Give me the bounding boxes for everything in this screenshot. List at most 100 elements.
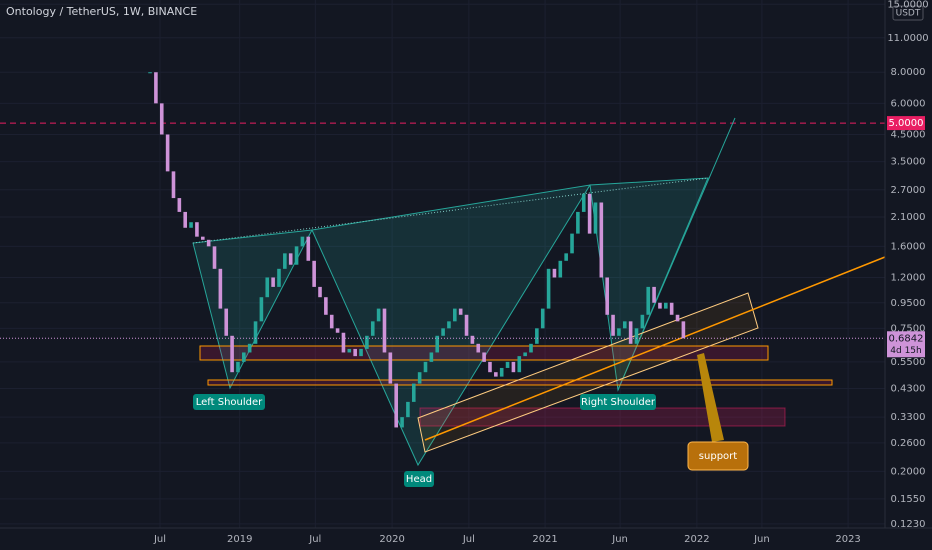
x-tick-label: Jun (753, 534, 770, 545)
currency: USDT (896, 9, 921, 19)
candle (347, 348, 352, 353)
y-tick-label: 0.1550 (891, 494, 926, 505)
candle (288, 253, 293, 265)
label-box (193, 394, 265, 410)
candle (382, 308, 387, 353)
candle (587, 193, 592, 234)
candle (447, 321, 451, 329)
candle (365, 335, 369, 349)
candle (529, 343, 533, 353)
y-tick-label: 0.4300 (891, 384, 926, 395)
candle (640, 314, 645, 329)
chart-title: Ontology / TetherUS, 1W, BINANCE (6, 5, 197, 18)
candle (224, 308, 229, 336)
candle (423, 361, 428, 373)
candle (200, 236, 205, 240)
y-tick-label: 0.7500 (891, 323, 926, 334)
callout-arrow (697, 353, 724, 442)
x-tick-label: Jul (308, 534, 321, 545)
candle (535, 328, 539, 344)
candle (517, 356, 522, 373)
pattern-left (192, 229, 313, 390)
x-tick-label: 2019 (227, 534, 252, 545)
price-axis (885, 0, 932, 550)
annotation: Left Shoulder (196, 397, 263, 408)
candle (435, 335, 440, 353)
candle (406, 401, 410, 418)
candle (242, 352, 246, 362)
zone (207, 379, 833, 386)
candle (441, 328, 445, 336)
candle (236, 361, 240, 373)
candle (324, 297, 328, 315)
pattern-right (589, 177, 709, 392)
candle (617, 328, 621, 336)
x-tick-label: 2020 (379, 534, 404, 545)
y-tick-label: 0.2600 (891, 438, 926, 449)
candle (494, 372, 498, 377)
candle (453, 308, 457, 322)
candle (417, 372, 422, 384)
candle (546, 268, 551, 309)
price-tag (887, 116, 925, 131)
y-tick-label: 0.5500 (891, 357, 926, 368)
annotation: support (699, 451, 737, 462)
y-tick-label: 15.0000 (887, 0, 928, 10)
candle (634, 328, 639, 344)
y-tick-label: 1.2000 (891, 272, 926, 283)
candle (177, 198, 182, 212)
y-tick-label: 0.3300 (891, 412, 926, 423)
x-tick-label: Jul (462, 534, 475, 545)
candle (376, 308, 381, 322)
candle (558, 260, 563, 278)
candle (505, 361, 510, 368)
x-tick-label: Jun (611, 534, 628, 545)
y-tick-label: 2.7000 (891, 185, 926, 196)
x-tick-label: Jul (153, 534, 166, 545)
candle (669, 302, 674, 315)
trend-line (424, 256, 886, 441)
candle (206, 239, 211, 247)
y-tick-label: 11.0000 (887, 33, 928, 44)
candle (159, 103, 164, 135)
candle (464, 314, 469, 336)
candle (664, 302, 668, 309)
candle (183, 211, 188, 228)
candle (218, 268, 223, 309)
candle (148, 72, 152, 74)
candle (195, 222, 199, 237)
candle (306, 236, 311, 261)
candle (511, 361, 516, 373)
pattern-head (311, 184, 591, 467)
candle (212, 246, 217, 269)
candle (470, 335, 475, 344)
candle (581, 193, 586, 212)
candle (593, 202, 598, 234)
y-tick-label: 6.0000 (891, 98, 926, 109)
candle (599, 202, 604, 278)
currency-box (892, 5, 924, 21)
annotation: Head (406, 474, 432, 485)
x-tick-label: 2023 (835, 534, 860, 545)
last-price-label: 0.6842 (889, 333, 924, 344)
price-tag-label: 5.0000 (889, 118, 924, 129)
candle (394, 383, 398, 428)
y-tick-label: 0.2000 (891, 466, 926, 477)
last-price-tag (887, 331, 925, 358)
y-tick-label: 8.0000 (891, 67, 926, 78)
y-tick-label: 3.5000 (891, 157, 926, 168)
candle (271, 277, 275, 287)
candle (247, 343, 252, 353)
candle (154, 72, 158, 104)
candle (312, 260, 316, 287)
candle (370, 321, 375, 336)
candle (341, 332, 346, 353)
candle (611, 314, 615, 336)
candle (488, 361, 492, 373)
candle (499, 367, 504, 377)
candle (318, 286, 322, 298)
candle (294, 246, 299, 265)
y-tick-label: 1.6000 (891, 241, 926, 252)
candle (458, 308, 463, 315)
